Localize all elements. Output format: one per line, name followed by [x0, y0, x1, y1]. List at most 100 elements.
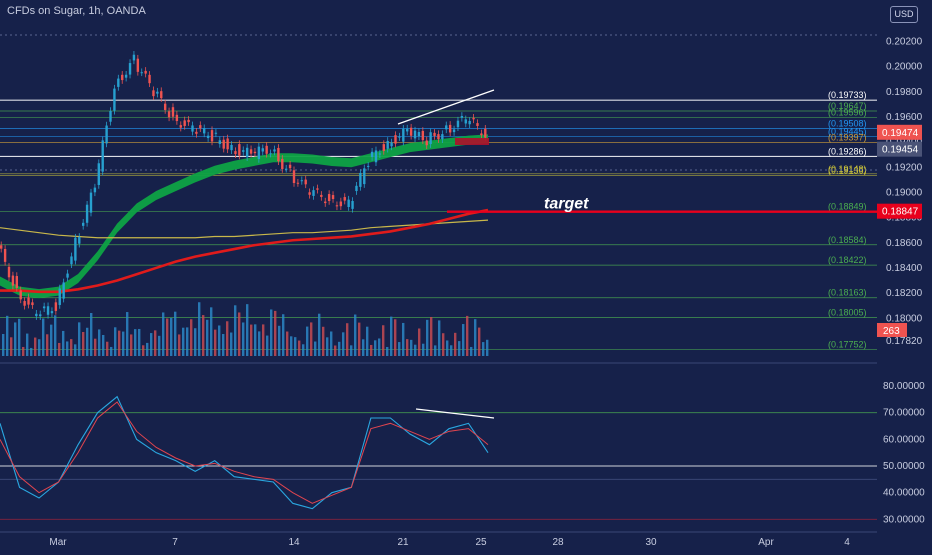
target-price-badge-bg [877, 203, 922, 219]
volume-bar [30, 347, 33, 356]
candle-body [93, 187, 97, 193]
volume-bar [90, 313, 93, 356]
candle-body [441, 134, 444, 140]
volume-bar [142, 345, 145, 356]
candle-body [406, 128, 409, 132]
level-label-4: (0.19445) [828, 126, 867, 136]
volume-bar [474, 319, 477, 356]
candle-body [46, 306, 50, 315]
volume-bar [6, 315, 9, 356]
candle-body [425, 140, 428, 146]
candle-body [284, 168, 288, 170]
time-tick-label: 28 [552, 537, 564, 548]
volume-bar [94, 338, 97, 356]
ma-yellow-line [0, 219, 489, 239]
volume-bar [166, 318, 169, 356]
volume-bar [254, 324, 257, 356]
currency-button[interactable]: USD [890, 6, 918, 23]
candle-body [11, 275, 15, 286]
candle-body [203, 128, 206, 134]
volume-bar [378, 338, 381, 356]
volume-bar [2, 334, 5, 356]
candle-body [156, 91, 159, 94]
volume-bar [342, 332, 345, 356]
volume-bar [170, 317, 173, 356]
rsi-tick-label: 40.00000 [883, 488, 925, 499]
volume-bar [86, 327, 89, 356]
volume-bar [150, 333, 153, 356]
volume-bar [78, 322, 81, 356]
candle-body [249, 149, 253, 154]
candle-body [54, 302, 58, 311]
candle-body [109, 111, 112, 122]
candle-body [152, 90, 155, 97]
volume-bar [182, 327, 185, 356]
candle-body [3, 248, 7, 262]
volume-bar [54, 315, 57, 356]
candle-body [343, 197, 346, 201]
volume-bar [354, 314, 357, 356]
candle-body [218, 140, 222, 144]
candle-body [101, 140, 104, 172]
volume-bar [198, 302, 201, 356]
volume-bar [114, 327, 117, 356]
target-annotation: target [544, 196, 589, 213]
candle-body [257, 146, 261, 159]
volume-bar [250, 324, 253, 356]
rsi-tick-label: 80.00000 [883, 381, 925, 392]
candle-body [409, 127, 413, 136]
volume-bar [486, 339, 489, 356]
volume-bar [230, 332, 233, 356]
trendline-price [397, 89, 495, 125]
volume-bar [138, 328, 141, 356]
price-tick-label: 0.19000 [886, 187, 923, 198]
price-tick-label: 0.18400 [886, 263, 923, 274]
candle-body [417, 132, 421, 137]
candle-body [136, 58, 140, 72]
candle-body [132, 54, 136, 61]
target-price-badge: 0.18847 [882, 207, 919, 218]
candle-body [234, 151, 237, 155]
candle-body [277, 147, 280, 162]
volume-bar [258, 331, 261, 356]
level-label-9: (0.18849) [828, 201, 867, 211]
volume-bar [406, 339, 409, 356]
candle-body [35, 313, 38, 317]
candle-body [238, 144, 241, 156]
volume-bar [126, 312, 129, 356]
volume-bar [262, 324, 265, 356]
candle-body [50, 311, 54, 314]
volume-bar [306, 326, 309, 356]
volume-bar [438, 320, 441, 356]
rsi-tick-label: 60.00000 [883, 434, 925, 445]
volume-bar [366, 326, 369, 356]
volume-bar [294, 337, 297, 356]
volume-badge-bg [877, 323, 907, 337]
volume-bar [274, 310, 277, 356]
rsi-tick-label: 70.00000 [883, 408, 925, 419]
candle-body [74, 237, 77, 261]
volume-bar [386, 346, 389, 356]
volume-bar [206, 319, 209, 356]
volume-bar [34, 337, 37, 356]
ema-band [0, 134, 488, 299]
volume-bar [174, 311, 177, 356]
candle-body [58, 288, 61, 305]
volume-badge: 263 [883, 326, 900, 337]
candle-body [359, 172, 362, 187]
volume-bar [478, 327, 481, 356]
volume-bar [38, 339, 41, 356]
volume-bar [414, 344, 417, 356]
rsi-signal-line [0, 401, 489, 504]
volume-bar [202, 315, 205, 356]
candle-body [19, 290, 22, 300]
candle-body [429, 132, 432, 145]
volume-bar [118, 330, 121, 356]
candle-body [484, 128, 487, 138]
time-tick-label: Apr [758, 537, 774, 548]
volume-bar [110, 346, 113, 356]
level-label-5: (0.19397) [828, 132, 867, 142]
volume-bar [482, 342, 485, 356]
